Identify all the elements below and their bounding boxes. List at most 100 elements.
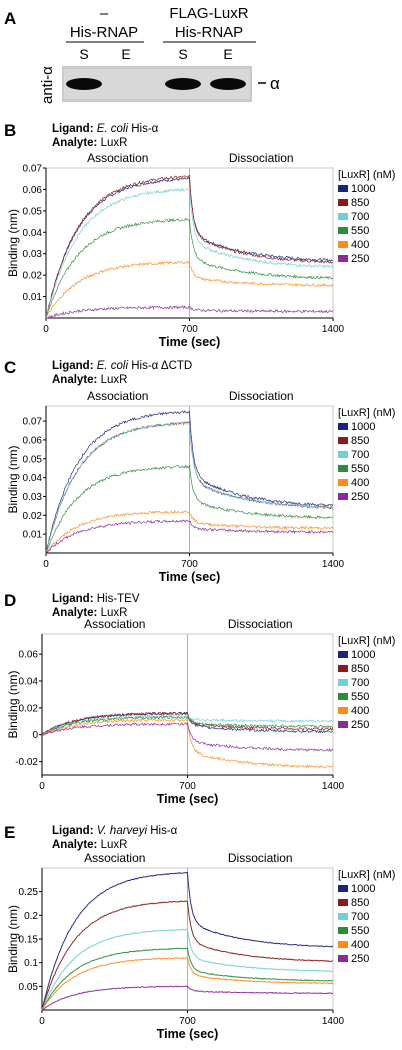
legend-entry-1000: 1000 bbox=[351, 883, 375, 895]
legend-entry-850: 850 bbox=[351, 197, 369, 209]
x-axis-label: Time (sec) bbox=[157, 1027, 219, 1041]
binding-panel-2: C Ligand: E. coli His-α ΔCTD Analyte: LuxR… bbox=[4, 358, 395, 584]
legend-title: [LuxR] (nM) bbox=[338, 169, 395, 181]
legend-entry-250: 250 bbox=[351, 491, 369, 503]
y-tick-label: 0.07 bbox=[23, 164, 43, 175]
x-tick-label: 700 bbox=[181, 559, 198, 570]
x-axis-label: Time (sec) bbox=[159, 335, 221, 349]
legend-entry-700: 700 bbox=[351, 449, 369, 461]
legend-title: [LuxR] (nM) bbox=[338, 635, 395, 647]
series-line-850 bbox=[41, 900, 334, 1011]
analyte-label: Analyte: LuxR bbox=[52, 137, 127, 149]
legend-entry-700: 700 bbox=[351, 911, 369, 923]
series-line-850 bbox=[41, 711, 334, 735]
x-tick-label: 700 bbox=[181, 324, 198, 335]
legend-entry-850: 850 bbox=[351, 897, 369, 909]
series-line-550 bbox=[41, 715, 334, 736]
phase-label-association: Association bbox=[87, 389, 148, 403]
x-tick-label: 1400 bbox=[322, 1016, 345, 1027]
binding-panel-4: E Ligand: V. harveyi His-α Analyte: LuxRAs… bbox=[4, 823, 395, 1041]
x-tick-label: 700 bbox=[179, 1016, 196, 1027]
legend-entry-550: 550 bbox=[351, 463, 369, 475]
western-blot-panel: – His-RNAP FLAG-LuxR His-RNAP S E S E α … bbox=[39, 5, 280, 104]
y-tick-label: 0.06 bbox=[19, 650, 39, 661]
y-tick-label: 0.02 bbox=[23, 271, 43, 282]
y-tick-label: 0.02 bbox=[23, 511, 43, 522]
ligand-label: Ligand: E. coli His-α ΔCTD bbox=[52, 360, 192, 372]
series-line-700 bbox=[41, 928, 334, 1011]
legend-swatch-700 bbox=[338, 679, 348, 686]
y-axis-label: Binding (nm) bbox=[6, 445, 20, 513]
legend-swatch-700 bbox=[338, 913, 348, 920]
legend-swatch-400 bbox=[338, 941, 348, 948]
legend-entry-550: 550 bbox=[351, 691, 369, 703]
legend-swatch-850 bbox=[338, 899, 348, 906]
legend-entry-250: 250 bbox=[351, 253, 369, 265]
y-tick-label: 0.2 bbox=[24, 911, 38, 922]
x-tick-label: 1400 bbox=[322, 559, 345, 570]
legend-swatch-1000 bbox=[338, 885, 348, 892]
legend-entry-1000: 1000 bbox=[351, 649, 375, 661]
legend-swatch-400 bbox=[338, 241, 348, 248]
series-line-700 bbox=[45, 187, 334, 319]
y-tick-label: 0.05 bbox=[19, 982, 39, 993]
x-axis-label: Time (sec) bbox=[159, 570, 221, 584]
phase-label-dissociation: Dissociation bbox=[228, 851, 293, 865]
legend-swatch-250 bbox=[338, 721, 348, 728]
y-tick-label: 0 bbox=[32, 730, 38, 741]
y-tick-label: 0.06 bbox=[23, 185, 43, 196]
blot-group1-top: – bbox=[100, 5, 109, 22]
y-tick-label: 0.05 bbox=[23, 454, 43, 465]
series-line-400 bbox=[45, 260, 334, 318]
band-label: α bbox=[270, 74, 280, 93]
series-line-250 bbox=[45, 305, 334, 319]
legend-swatch-400 bbox=[338, 707, 348, 714]
legend-swatch-550 bbox=[338, 465, 348, 472]
y-tick-label: 0.01 bbox=[23, 530, 43, 541]
y-tick-label: 0.25 bbox=[19, 887, 39, 898]
blot-group2-top: FLAG-LuxR bbox=[169, 5, 248, 22]
series-line-550 bbox=[41, 947, 334, 1011]
series-line-700 bbox=[41, 714, 334, 735]
series-line-400 bbox=[41, 957, 334, 1011]
panel-letter: C bbox=[4, 358, 16, 377]
y-tick-label: 0.04 bbox=[23, 228, 43, 239]
legend-swatch-550 bbox=[338, 693, 348, 700]
legend-swatch-700 bbox=[338, 213, 348, 220]
x-tick-label: 0 bbox=[43, 559, 49, 570]
series-line-1000 bbox=[45, 410, 334, 554]
y-axis-label: Binding (nm) bbox=[6, 905, 20, 973]
ligand-label: Ligand: V. harveyi His-α bbox=[52, 825, 178, 837]
y-axis-label: Binding (nm) bbox=[6, 670, 20, 738]
legend-entry-550: 550 bbox=[351, 225, 369, 237]
x-tick-label: 0 bbox=[43, 324, 49, 335]
binding-panel-1: B Ligand: E. coli His-α Analyte: LuxR Assoc… bbox=[4, 121, 395, 349]
y-tick-label: 0.1 bbox=[24, 958, 38, 969]
y-tick-label: 0.01 bbox=[23, 292, 43, 303]
series-line-1000 bbox=[41, 871, 333, 1011]
y-tick-label: 0.04 bbox=[23, 473, 43, 484]
legend-entry-850: 850 bbox=[351, 435, 369, 447]
panel-letter: D bbox=[4, 591, 16, 610]
legend-swatch-700 bbox=[338, 451, 348, 458]
blot-band-1 bbox=[66, 78, 102, 90]
ligand-label: Ligand: His-TEV bbox=[52, 593, 140, 605]
phase-label-association: Association bbox=[84, 851, 145, 865]
panel-letter: E bbox=[4, 823, 15, 842]
legend-swatch-850 bbox=[338, 665, 348, 672]
y-tick-label: 0.03 bbox=[23, 249, 43, 260]
legend-entry-700: 700 bbox=[351, 677, 369, 689]
legend-entry-400: 400 bbox=[351, 477, 369, 489]
binding-panel-3: D Ligand: His-TEV Analyte: LuxRAssociation… bbox=[4, 591, 395, 806]
blot-lane-3: S bbox=[178, 46, 187, 62]
legend-entry-850: 850 bbox=[351, 663, 369, 675]
y-tick-label: 0.15 bbox=[19, 935, 39, 946]
blot-band-3 bbox=[165, 78, 201, 90]
blot-group2-bottom: His-RNAP bbox=[175, 24, 243, 41]
series-line-400 bbox=[45, 509, 334, 553]
legend-swatch-250 bbox=[338, 493, 348, 500]
legend-entry-1000: 1000 bbox=[351, 183, 375, 195]
panel-letter: B bbox=[4, 121, 16, 140]
series-line-550 bbox=[45, 217, 334, 318]
series-line-850 bbox=[45, 174, 334, 317]
